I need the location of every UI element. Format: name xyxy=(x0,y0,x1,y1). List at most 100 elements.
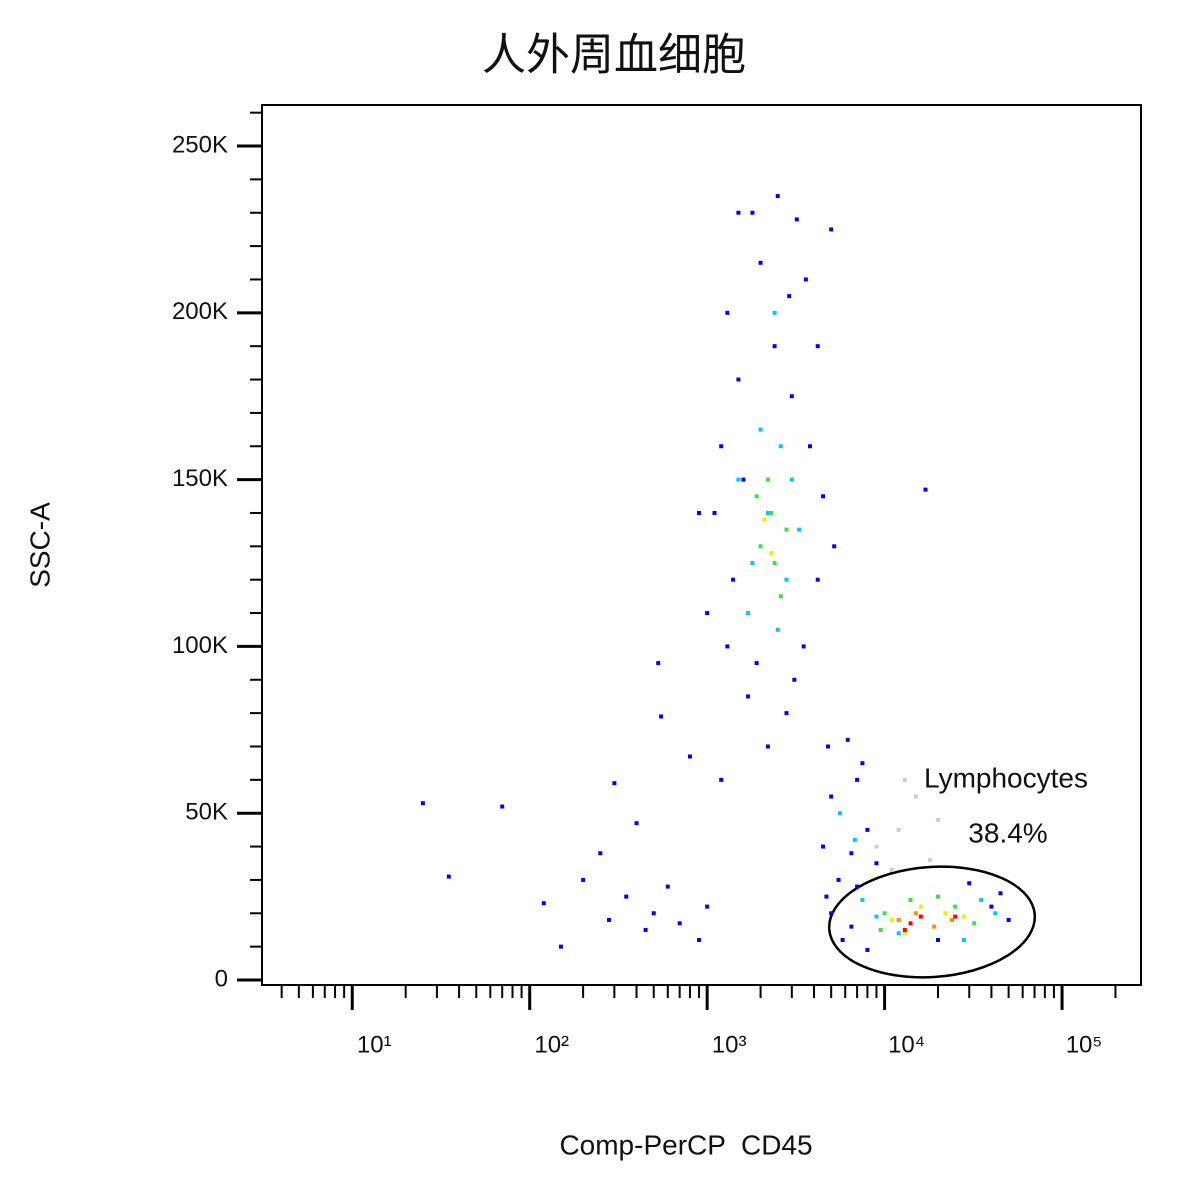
gate-ellipse xyxy=(827,865,1037,979)
event-dot xyxy=(754,661,759,666)
event-dot xyxy=(789,477,794,482)
event-dot xyxy=(989,904,994,909)
x-tick-label: 10⁴ xyxy=(888,1031,925,1058)
event-dot xyxy=(787,294,792,299)
event-dot xyxy=(420,801,425,806)
event-dot xyxy=(998,891,1003,896)
event-dot xyxy=(541,901,546,906)
event-dot xyxy=(865,947,870,952)
event-dot xyxy=(803,277,808,282)
event-dot xyxy=(801,644,806,649)
event-dot xyxy=(913,911,918,916)
event-dot xyxy=(697,937,702,942)
event-dot xyxy=(765,477,770,482)
event-dot xyxy=(789,394,794,399)
event-dot xyxy=(829,911,834,916)
event-dot xyxy=(762,517,767,522)
event-dot xyxy=(860,897,865,902)
event-dot xyxy=(927,857,932,862)
event-dot xyxy=(725,310,730,315)
event-dot xyxy=(746,611,751,616)
event-dot xyxy=(837,811,842,816)
event-dot xyxy=(725,644,730,649)
chart-title: 人外周血细胞 xyxy=(482,31,746,80)
event-dot xyxy=(719,444,724,449)
event-dot xyxy=(889,917,894,922)
event-dot xyxy=(865,827,870,832)
event-dot xyxy=(719,777,724,782)
event-dot xyxy=(736,477,741,482)
event-dot xyxy=(896,931,901,936)
event-dot xyxy=(832,544,837,549)
event-dot xyxy=(874,861,879,866)
event-dot xyxy=(845,737,850,742)
event-dot xyxy=(705,611,710,616)
event-dot xyxy=(979,897,984,902)
event-dot xyxy=(878,927,883,932)
event-dot xyxy=(712,510,717,515)
event-dot xyxy=(882,911,887,916)
event-dot xyxy=(778,594,783,599)
event-dot xyxy=(778,444,783,449)
event-dot xyxy=(829,794,834,799)
event-dot xyxy=(918,904,923,909)
y-axis-label: SSC-A xyxy=(24,502,55,588)
event-dot xyxy=(918,914,923,919)
event-dot xyxy=(821,494,826,499)
x-tick-label: 10² xyxy=(534,1031,569,1058)
x-tick-label: 10³ xyxy=(712,1031,747,1058)
event-dot xyxy=(936,894,941,899)
y-tick-label: 250K xyxy=(172,131,228,158)
plot-frame xyxy=(261,104,1142,986)
event-dot xyxy=(758,544,763,549)
event-dot xyxy=(840,937,845,942)
event-dot xyxy=(750,210,755,215)
event-dot xyxy=(849,924,854,929)
event-dot xyxy=(772,561,777,566)
event-dot xyxy=(643,927,648,932)
event-dot xyxy=(612,781,617,786)
gate-percent: 38.4% xyxy=(968,817,1047,848)
y-tick-label: 50K xyxy=(185,799,228,826)
event-dot xyxy=(769,510,774,515)
event-dot xyxy=(758,427,763,432)
event-dot xyxy=(913,794,918,799)
event-dot xyxy=(677,921,682,926)
event-dot xyxy=(860,761,865,766)
event-dot xyxy=(824,894,829,899)
event-dot xyxy=(908,897,913,902)
event-dot xyxy=(855,884,860,889)
event-dot xyxy=(792,677,797,682)
event-dot xyxy=(746,694,751,699)
event-dot xyxy=(500,804,505,809)
event-dot xyxy=(950,917,955,922)
event-dot xyxy=(772,310,777,315)
event-dot xyxy=(902,927,907,932)
event-dot xyxy=(967,881,972,886)
x-tick-label: 10¹ xyxy=(357,1031,392,1058)
event-dot xyxy=(896,917,901,922)
event-dot xyxy=(815,577,820,582)
event-dot xyxy=(659,714,664,719)
event-dot xyxy=(821,844,826,849)
event-dot xyxy=(656,661,661,666)
event-dot xyxy=(765,744,770,749)
event-dot xyxy=(826,744,831,749)
event-dot xyxy=(741,477,746,482)
event-dot xyxy=(651,911,656,916)
event-dot xyxy=(705,904,710,909)
y-tick-label: 100K xyxy=(172,632,228,659)
event-dot xyxy=(855,777,860,782)
event-dot xyxy=(852,837,857,842)
event-dot xyxy=(908,921,913,926)
event-dot xyxy=(784,527,789,532)
event-dot xyxy=(687,754,692,759)
event-dot xyxy=(961,937,966,942)
y-tick-label: 200K xyxy=(172,298,228,325)
event-dot xyxy=(775,627,780,632)
event-dot xyxy=(624,894,629,899)
event-dot xyxy=(902,777,907,782)
event-dot xyxy=(896,827,901,832)
event-dot xyxy=(849,851,854,856)
